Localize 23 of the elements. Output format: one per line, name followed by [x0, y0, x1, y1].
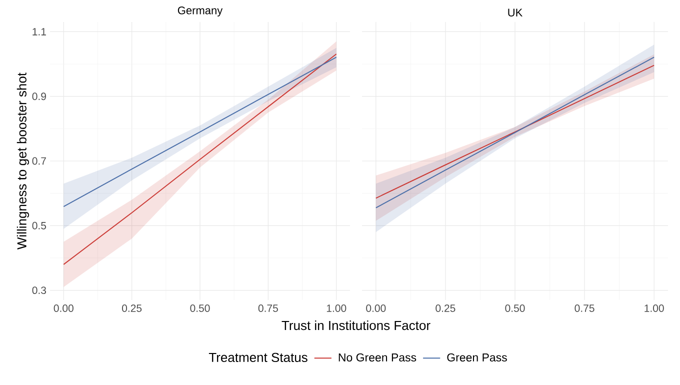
- legend-title: Treatment Status: [208, 352, 308, 362]
- y-tick-label: 0.3: [32, 286, 46, 294]
- chart-title: Germany: [178, 6, 223, 16]
- y-tick-label: 0.5: [32, 222, 46, 230]
- x-tick-label: 1.00: [326, 304, 346, 312]
- chart-title: UK: [508, 8, 523, 16]
- x-tick-label: 0.25: [436, 304, 456, 312]
- legend-label: Green Pass: [447, 353, 507, 362]
- line-series: [63, 56, 337, 208]
- x-tick-label: 0.75: [574, 304, 594, 312]
- x-tick-label: 0.50: [505, 304, 525, 312]
- y-tick-label: 0.9: [32, 92, 46, 100]
- x-tick-label: 0.75: [258, 304, 278, 312]
- y-axis-title: Willingness to get booster shot: [16, 72, 30, 250]
- x-tick-label: 0.00: [366, 304, 386, 312]
- y-tick-label: 0.7: [32, 157, 46, 165]
- legend-label: No Green Pass: [338, 353, 416, 362]
- x-axis-title: Trust in Institutions Factor: [282, 320, 430, 330]
- y-tick-label: 1.1: [32, 28, 46, 36]
- x-tick-label: 0.00: [54, 304, 74, 312]
- x-tick-label: 0.50: [190, 304, 210, 312]
- x-tick-label: 0.25: [122, 304, 142, 312]
- x-tick-label: 1.00: [644, 304, 664, 312]
